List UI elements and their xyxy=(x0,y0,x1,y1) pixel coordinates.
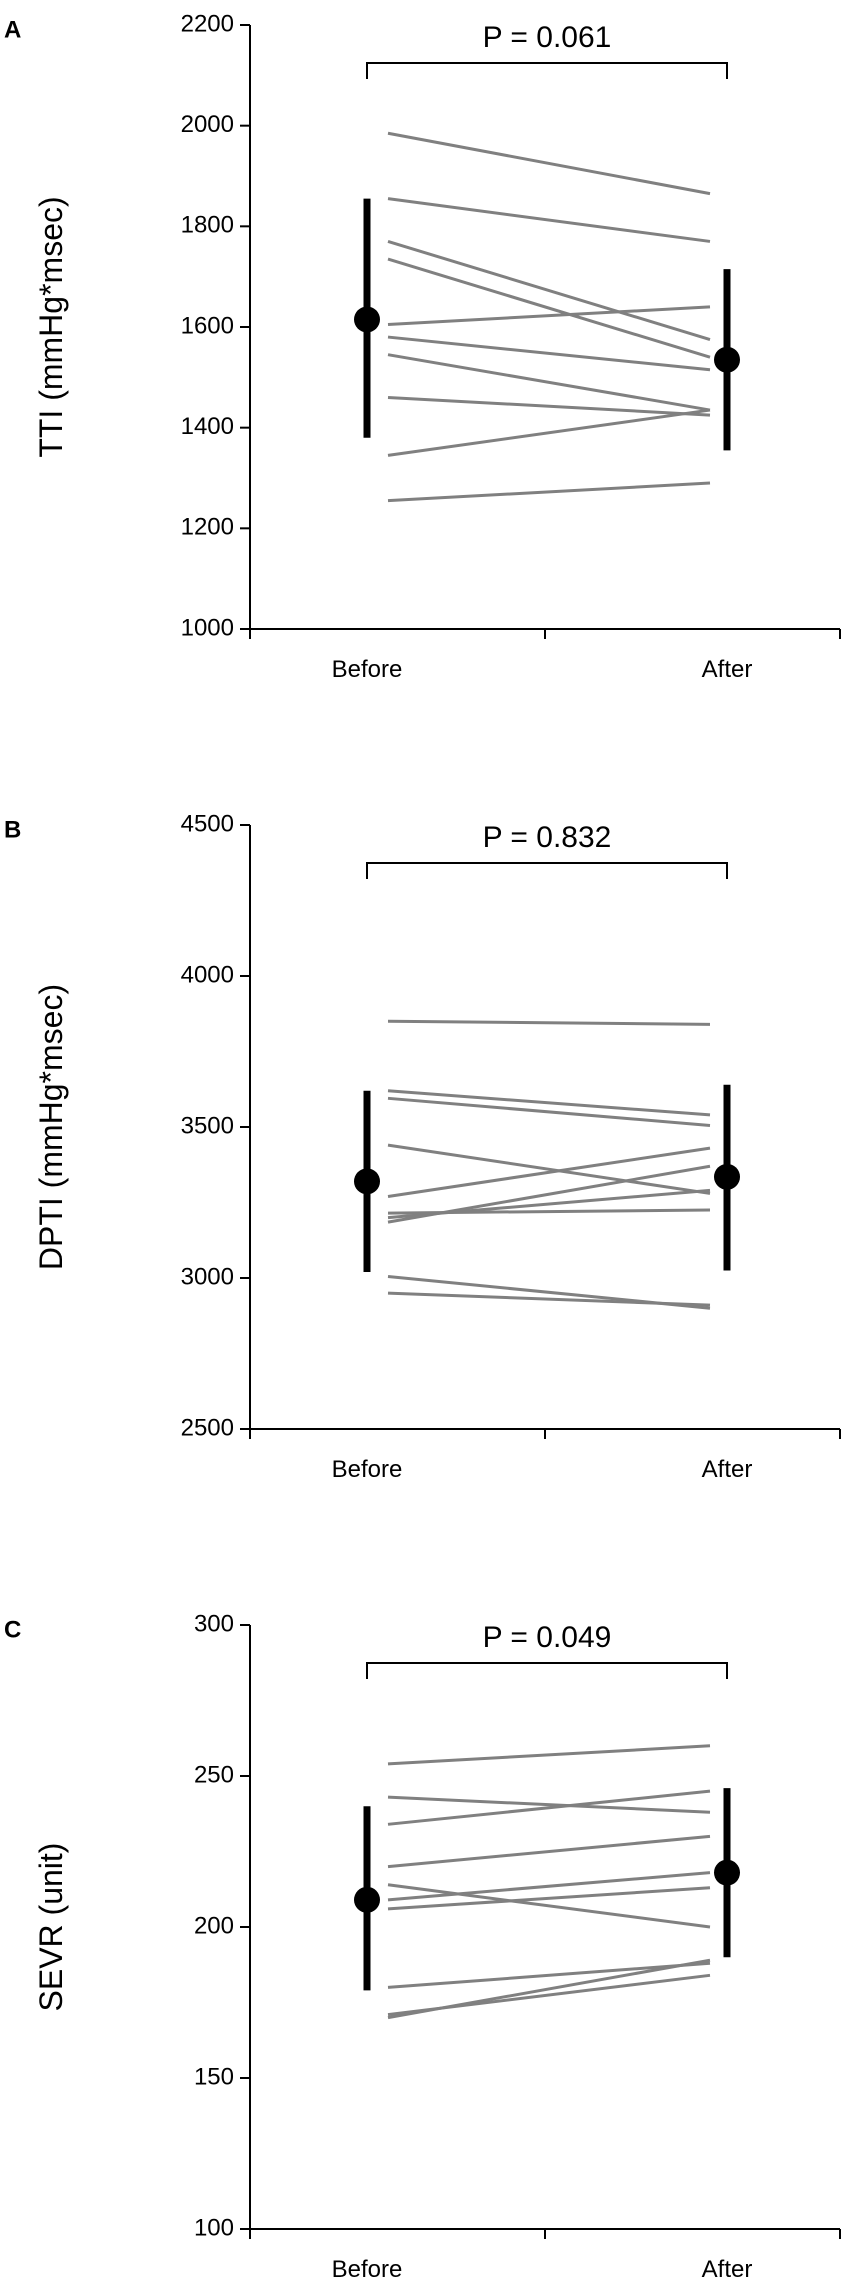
y-tick-label: 1200 xyxy=(181,514,234,541)
subject-line xyxy=(387,1143,711,1195)
subject-line xyxy=(387,1883,711,1929)
y-tick-label: 3000 xyxy=(181,1263,234,1290)
x-category-label: After xyxy=(702,2256,753,2283)
subject-line xyxy=(387,481,711,503)
y-tick-label: 4500 xyxy=(181,810,234,837)
panel-label: C xyxy=(4,1616,21,1643)
y-tick-label: 2500 xyxy=(181,1414,234,1441)
subject-line xyxy=(387,239,711,342)
subject-line xyxy=(387,353,711,412)
subject-line xyxy=(387,1886,711,1911)
subject-line xyxy=(387,1871,711,1902)
subject-line xyxy=(387,257,711,359)
y-tick-label: 3500 xyxy=(181,1112,234,1139)
subject-line xyxy=(387,1961,711,1989)
mean-point-before xyxy=(354,1168,380,1195)
x-category-label: Before xyxy=(332,656,403,683)
subject-line xyxy=(387,1834,711,1869)
subject-line xyxy=(387,408,711,457)
x-category-label: Before xyxy=(332,2256,403,2283)
y-tick-label: 250 xyxy=(194,1761,234,1788)
y-tick-label: 100 xyxy=(194,2214,234,2241)
chart-panel-c: C 100 150 200 250 300 SEVR (unit) Before After P … xyxy=(4,1610,841,2283)
significance-bracket xyxy=(366,1662,728,1679)
subject-line xyxy=(387,1146,711,1198)
panel-label: B xyxy=(4,816,21,843)
y-axis-label: TTI (mmHg*msec) xyxy=(33,196,69,457)
y-tick-label: 1400 xyxy=(181,413,234,440)
subject-line xyxy=(387,1795,711,1814)
y-tick-label: 150 xyxy=(194,2063,234,2090)
x-category-label: After xyxy=(702,656,753,683)
subject-line xyxy=(387,1096,711,1127)
subject-line xyxy=(387,1019,711,1026)
subject-line xyxy=(387,197,711,243)
p-value-label: P = 0.061 xyxy=(483,21,612,54)
significance-bracket xyxy=(366,862,728,879)
x-category-label: After xyxy=(702,1456,753,1483)
mean-point-before xyxy=(354,306,380,333)
subject-line xyxy=(387,335,711,372)
y-tick-label: 200 xyxy=(194,1912,234,1939)
x-category-label: Before xyxy=(332,1456,403,1483)
subject-line xyxy=(387,1089,711,1117)
chart-panel-b: B 2500 3000 3500 4000 4500 DPTI (mmHg*msec) Bef… xyxy=(4,810,841,1483)
y-axis-label: SEVR (unit) xyxy=(33,1843,69,2012)
y-tick-label: 2200 xyxy=(181,10,234,37)
y-tick-label: 2000 xyxy=(181,111,234,138)
p-value-label: P = 0.832 xyxy=(483,821,612,854)
mean-point-after xyxy=(714,346,740,373)
subject-line xyxy=(387,131,711,196)
y-tick-label: 1000 xyxy=(181,614,234,641)
mean-point-after xyxy=(714,1163,740,1190)
chart-panel-a: A 1000 1200 1400 1600 1800 2000 2200 TTI (mmHg*m… xyxy=(4,10,841,683)
y-axis-label: DPTI (mmHg*msec) xyxy=(33,984,69,1270)
mean-point-before xyxy=(354,1886,380,1913)
mean-point-after xyxy=(714,1859,740,1886)
subject-line xyxy=(387,1789,711,1826)
subject-line xyxy=(387,1958,711,2020)
p-value-label: P = 0.049 xyxy=(483,1621,612,1654)
subject-line xyxy=(387,395,711,417)
y-tick-label: 4000 xyxy=(181,961,234,988)
y-tick-label: 1600 xyxy=(181,312,234,339)
significance-bracket xyxy=(366,62,728,79)
subject-line xyxy=(387,1291,711,1307)
y-tick-label: 1800 xyxy=(181,212,234,239)
subject-line xyxy=(387,1744,711,1766)
subject-line xyxy=(387,305,711,326)
subject-line xyxy=(387,1164,711,1224)
y-tick-label: 300 xyxy=(194,1610,234,1637)
panel-label: A xyxy=(4,16,21,43)
